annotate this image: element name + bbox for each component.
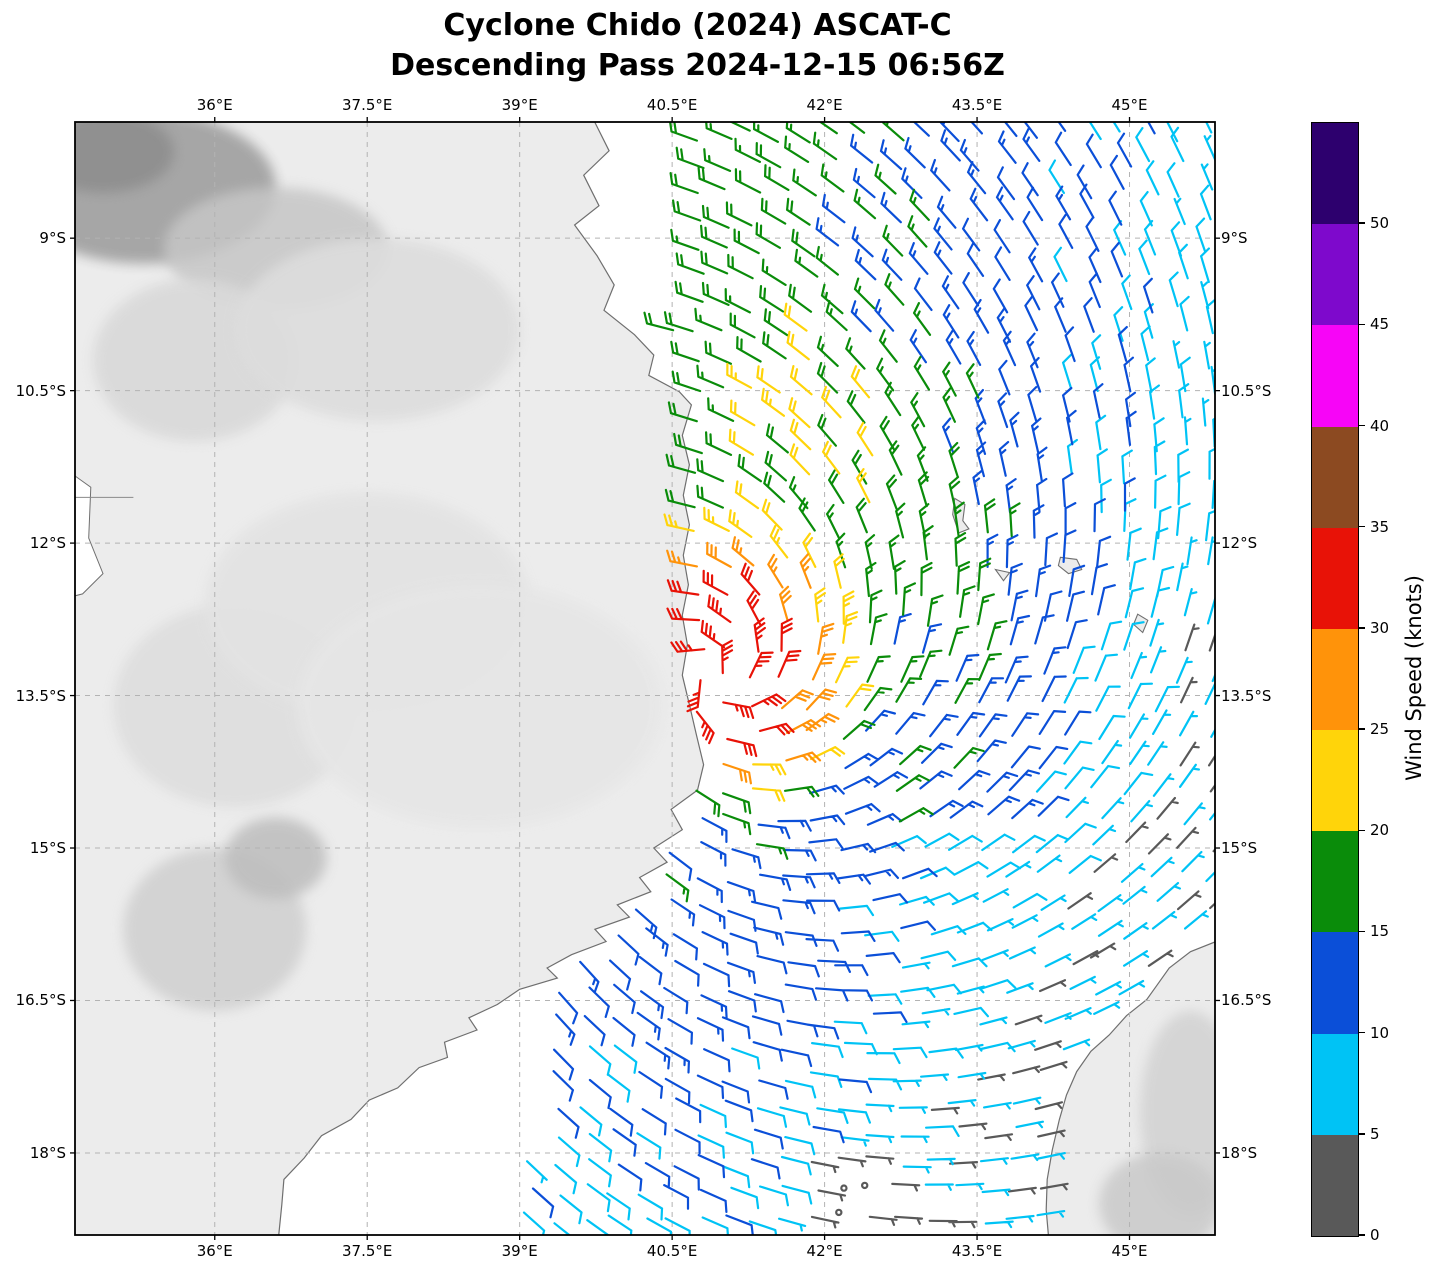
wind-barbs-25-30kt (666, 536, 840, 785)
colorbar-tick-label: 5 (1370, 1124, 1380, 1143)
colorbar-segment-25-30kt (1312, 628, 1358, 731)
terrain-shading (75, 122, 1215, 1235)
axes-frame (74, 121, 1216, 1236)
lat-tick-label-left: 16.5°S (15, 991, 66, 1010)
terrain-patch (235, 238, 520, 422)
lat-tick-label-right: 16.5°S (1221, 991, 1272, 1010)
colorbar-segment-40-45kt (1312, 324, 1358, 427)
colorbar-tick-label: 20 (1370, 821, 1390, 840)
wind-barbs-10-15kt (531, 122, 1156, 1235)
chart-title: Cyclone Chido (2024) ASCAT-C Descending … (75, 6, 1320, 86)
colorbar-tick (1358, 222, 1365, 224)
colorbar-tick (1358, 1031, 1365, 1034)
colorbar-tick-label: 10 (1370, 1023, 1390, 1042)
colorbar-tick-label: 25 (1370, 720, 1390, 739)
axis-ticks (70, 117, 1220, 1240)
lon-tick-label-bottom: 39°E (501, 1242, 538, 1260)
lon-tick-label-bottom: 36°E (196, 1242, 233, 1260)
lat-tick-label-left: 12°S (29, 534, 66, 553)
lon-tick-label-top: 37.5°E (342, 96, 393, 114)
colorbar-tick (1358, 1133, 1365, 1135)
lon-tick-label-bottom: 40.5°E (646, 1242, 698, 1260)
colorbar-tick-label: 50 (1370, 214, 1390, 233)
colorbar-segment-20-25kt (1312, 729, 1358, 832)
colorbar-tick-label: 0 (1370, 1226, 1380, 1244)
lake (75, 475, 104, 597)
colorbar-axis-label: Wind Speed (knots) (1402, 575, 1426, 781)
colorbar-tick (1358, 728, 1365, 730)
colorbar (1311, 122, 1359, 1237)
colorbar-segment-0-5kt (1312, 1134, 1358, 1236)
terrain-patch (1099, 1152, 1215, 1235)
lon-tick-label-bottom: 37.5°E (342, 1242, 393, 1260)
lat-tick-label-left: 9°S (39, 229, 66, 248)
wind-barbs-0-5kt (810, 623, 1215, 1229)
lon-tick-label-top: 45°E (1111, 96, 1148, 114)
lat-tick-label-left: 13.5°S (15, 686, 66, 705)
colorbar-segment-30-35kt (1312, 527, 1358, 629)
lat-tick-label-left: 15°S (29, 839, 66, 858)
wind-barbs-layer (522, 122, 1215, 1235)
colorbar-tick (1358, 627, 1365, 629)
colorbar-segment-10-15kt (1312, 931, 1358, 1034)
colorbar-tick (1358, 1234, 1365, 1236)
terrain-patch (296, 583, 662, 828)
wind-barbs-20-25kt (663, 302, 875, 802)
colorbar-tick (1358, 525, 1365, 528)
lat-tick-label-right: 13.5°S (1221, 686, 1272, 705)
gridlines-layer (75, 122, 1215, 1235)
colorbar-tick (1358, 424, 1365, 427)
lon-tick-label-top: 42°E (806, 96, 843, 114)
lon-tick-label-top: 39°E (501, 96, 538, 114)
terrain-patch (224, 817, 327, 899)
colorbar-tick-label: 35 (1370, 517, 1390, 536)
colorbar-segment-35-40kt (1312, 425, 1358, 528)
colorbar-segment-45-50kt (1312, 223, 1358, 326)
land-layer (75, 122, 1215, 1235)
colorbar-segment-15-20kt (1312, 830, 1358, 933)
chart-title-line1: Cyclone Chido (2024) ASCAT-C (443, 8, 952, 43)
lat-tick-label-right: 15°S (1221, 839, 1258, 858)
colorbar-tick-label: 40 (1370, 416, 1390, 435)
colorbar-segment-50-55kt (1312, 123, 1358, 225)
lon-tick-label-top: 36°E (196, 96, 233, 114)
lat-tick-label-right: 12°S (1221, 534, 1258, 553)
island (994, 568, 1011, 582)
colorbar-tick (1358, 930, 1365, 933)
colorbar-tick-label: 15 (1370, 922, 1390, 941)
lat-tick-label-right: 9°S (1221, 229, 1248, 248)
colorbar-tick-label: 45 (1370, 315, 1390, 334)
lon-tick-label-bottom: 45°E (1111, 1242, 1148, 1260)
wind-barbs-15-20kt (643, 122, 1021, 903)
colorbar-tick (1358, 829, 1365, 832)
lon-tick-label-bottom: 43.5°E (951, 1242, 1003, 1260)
colorbar-segment-5-10kt (1312, 1033, 1358, 1135)
lon-tick-label-bottom: 42°E (806, 1242, 843, 1260)
lat-tick-label-right: 18°S (1221, 1143, 1258, 1162)
chart-title-line2: Descending Pass 2024-12-15 06:56Z (390, 48, 1005, 83)
lon-tick-label-top: 40.5°E (646, 96, 698, 114)
wind-barbs-5-10kt (522, 122, 1215, 1235)
lon-tick-label-top: 43.5°E (951, 96, 1003, 114)
wind-barbs-30-35kt (666, 562, 802, 758)
colorbar-tick-label: 30 (1370, 618, 1390, 637)
terrain-patch (75, 122, 175, 193)
lat-tick-label-right: 10.5°S (1221, 381, 1272, 400)
lat-tick-label-left: 10.5°S (15, 381, 66, 400)
colorbar-tick (1358, 323, 1365, 326)
lat-tick-label-left: 18°S (29, 1143, 66, 1162)
